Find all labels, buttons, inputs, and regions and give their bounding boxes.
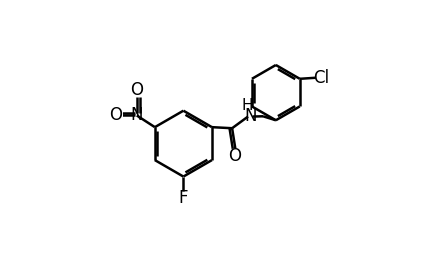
Text: F: F [179,189,188,207]
Text: Cl: Cl [313,69,329,87]
Text: N: N [245,107,257,125]
Text: O: O [228,147,241,166]
Text: N: N [131,107,143,124]
Text: O: O [109,107,122,124]
Text: H: H [241,98,253,113]
Text: O: O [131,81,143,99]
